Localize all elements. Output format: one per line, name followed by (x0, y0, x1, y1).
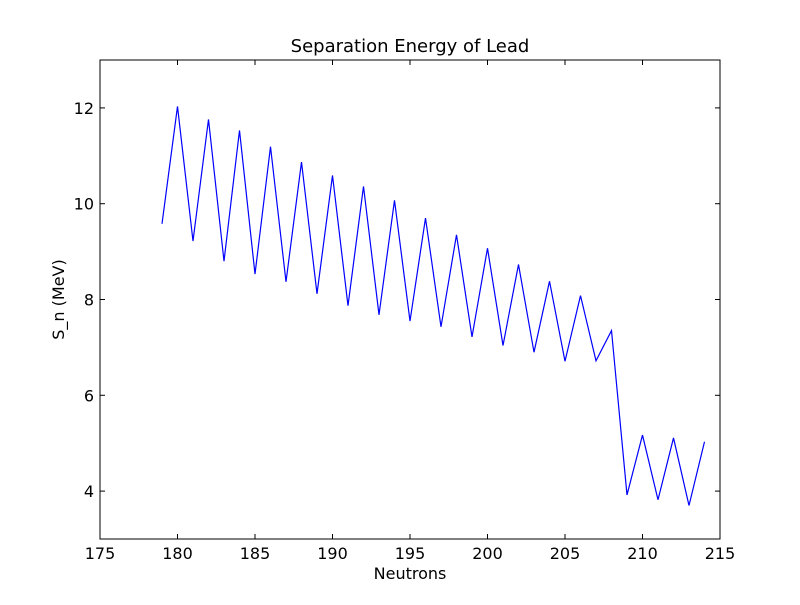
x-tick-label: 185 (240, 544, 271, 563)
x-tick-label: 195 (395, 544, 426, 563)
y-tick-label: 8 (84, 291, 94, 310)
y-tick-label: 6 (84, 386, 94, 405)
x-tick-label: 205 (550, 544, 581, 563)
x-tick-label: 215 (705, 544, 736, 563)
x-axis-label: Neutrons (374, 564, 447, 583)
y-axis-label: S_n (MeV) (49, 259, 69, 339)
x-tick-label: 180 (162, 544, 193, 563)
x-tick-label: 190 (317, 544, 348, 563)
x-tick-label: 200 (472, 544, 503, 563)
y-tick-label: 4 (84, 482, 94, 501)
axes-background (100, 60, 720, 539)
plot-area (100, 60, 720, 539)
y-tick-label: 12 (74, 99, 94, 118)
chart-title: Separation Energy of Lead (291, 36, 530, 57)
y-tick-label: 10 (74, 195, 94, 214)
x-tick-label: 210 (627, 544, 658, 563)
x-tick-label: 175 (85, 544, 116, 563)
